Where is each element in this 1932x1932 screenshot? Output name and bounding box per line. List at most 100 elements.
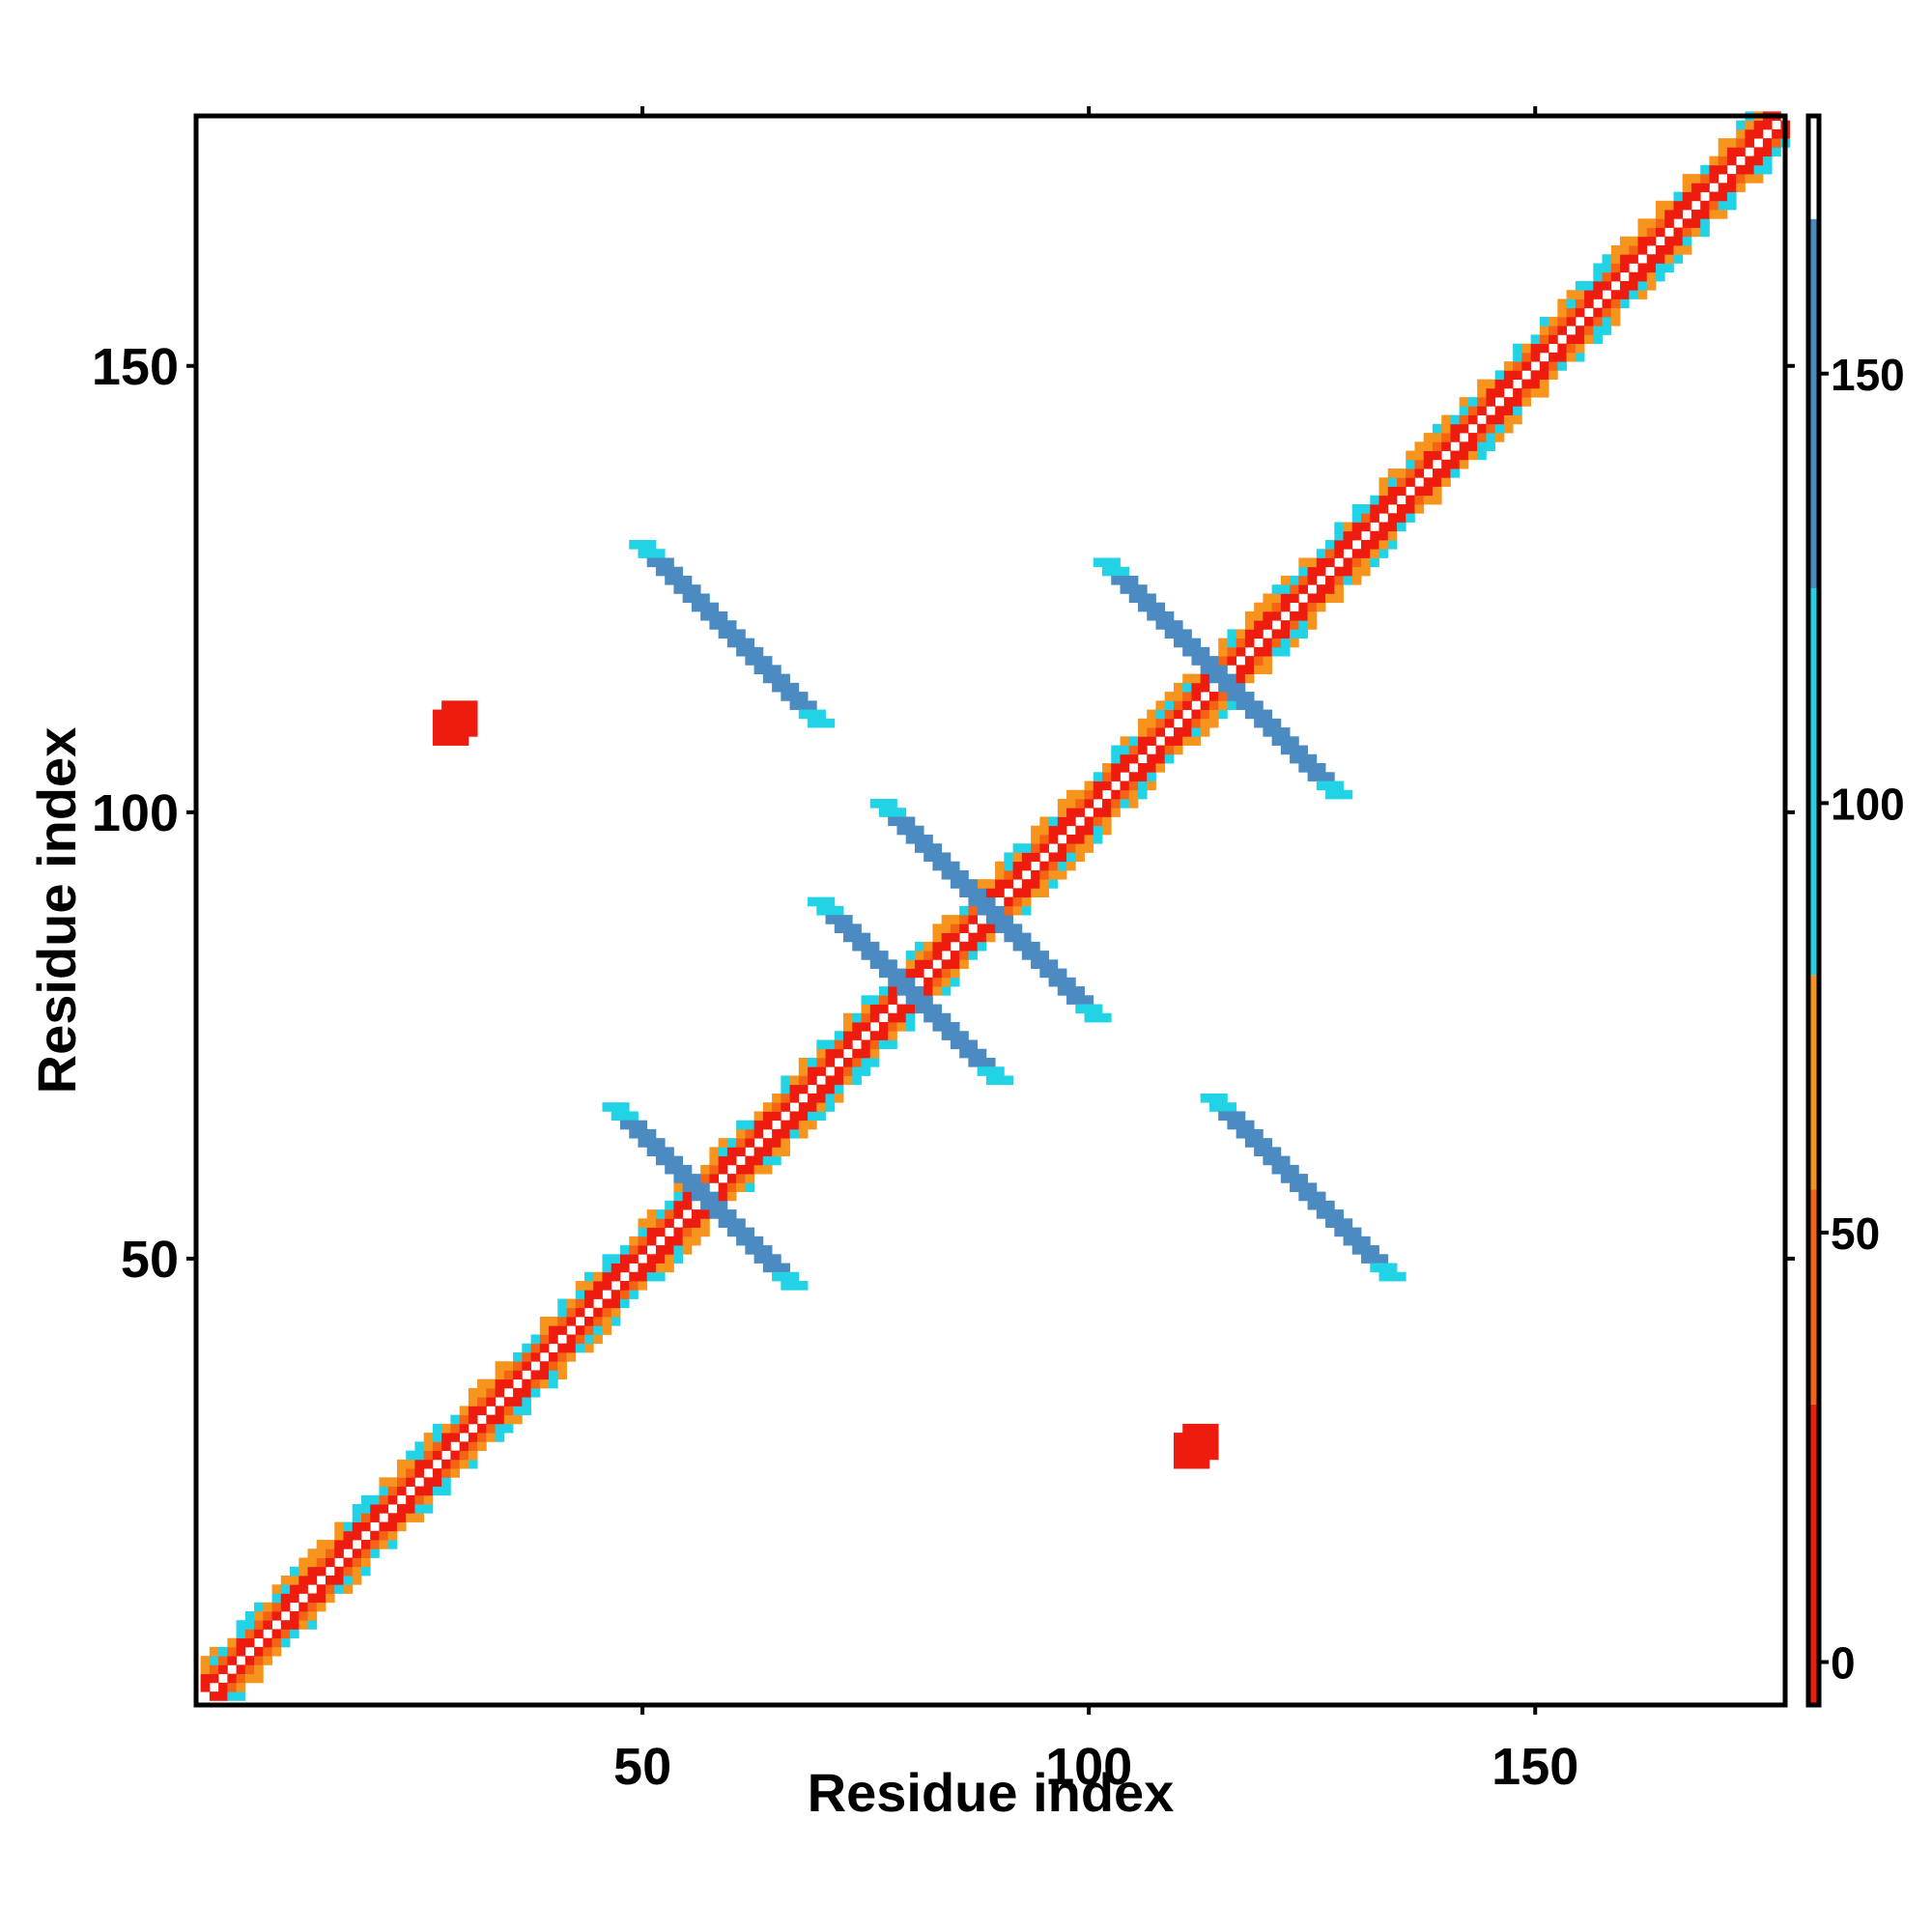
heatmap-cell	[808, 700, 817, 710]
heatmap-cell	[1137, 772, 1148, 781]
heatmap-cell	[1307, 593, 1318, 604]
heatmap-cell	[950, 879, 960, 889]
heatmap-cell	[646, 557, 657, 568]
heatmap-cell	[1298, 1182, 1308, 1193]
heatmap-cell	[387, 1540, 398, 1549]
heatmap-cell	[1494, 387, 1505, 398]
heatmap-cell	[1048, 834, 1059, 844]
heatmap-cell	[1004, 869, 1013, 880]
heatmap-cell	[1307, 1200, 1318, 1210]
heatmap-cell	[852, 941, 862, 952]
heatmap-cell	[781, 1263, 790, 1273]
heatmap-cell	[236, 1691, 246, 1701]
heatmap-cell	[1182, 638, 1192, 648]
heatmap-cell	[1307, 575, 1318, 585]
heatmap-cell	[1128, 753, 1139, 764]
heatmap-cell	[1263, 1138, 1273, 1148]
heatmap-cell	[406, 1468, 415, 1478]
heatmap-cell	[1575, 334, 1585, 345]
heatmap-cell	[423, 1504, 434, 1514]
heatmap-cell	[655, 566, 666, 577]
heatmap-cell	[1227, 1111, 1237, 1122]
heatmap-cell	[1656, 271, 1665, 282]
heatmap-cell	[646, 1218, 657, 1228]
heatmap-cell	[959, 888, 969, 898]
heatmap-cell	[1620, 236, 1630, 246]
heatmap-cell	[869, 995, 880, 1005]
heatmap-cell	[1387, 495, 1398, 505]
heatmap-cell	[781, 1147, 790, 1157]
heatmap-cell	[539, 1378, 550, 1389]
heatmap-cell	[1629, 254, 1638, 264]
heatmap-cell	[1039, 951, 1049, 960]
heatmap-cell	[1128, 736, 1139, 746]
heatmap-cell	[700, 1200, 710, 1210]
heatmap-cells	[200, 111, 1791, 1701]
heatmap-cell	[1682, 236, 1692, 246]
heatmap-cell	[486, 1397, 496, 1406]
heatmap-cell	[655, 1271, 666, 1282]
heatmap-cell	[950, 959, 960, 969]
heatmap-cell	[923, 941, 933, 952]
heatmap-cell	[1004, 852, 1013, 863]
heatmap-cell	[726, 1209, 737, 1219]
heatmap-cell	[326, 1576, 335, 1585]
heatmap-cell	[1726, 174, 1737, 184]
heatmap-cell	[1263, 1147, 1273, 1157]
heatmap-cell	[1200, 718, 1210, 728]
heatmap-cell	[1548, 326, 1558, 335]
heatmap-cell	[298, 1557, 308, 1568]
heatmap-cell	[1396, 522, 1406, 532]
heatmap-cell	[227, 1682, 237, 1692]
heatmap-cell	[753, 656, 764, 666]
heatmap-cell	[343, 1530, 354, 1541]
heatmap-cell	[432, 1477, 442, 1487]
heatmap-cell	[1432, 495, 1442, 505]
heatmap-cell	[522, 1361, 531, 1371]
heatmap-cell	[914, 843, 924, 853]
heatmap-cell	[1182, 727, 1192, 737]
heatmap-cell	[709, 1147, 720, 1157]
heatmap-cell	[1021, 905, 1032, 916]
heatmap-cell	[1637, 236, 1648, 246]
heatmap-cell	[387, 1477, 398, 1487]
heatmap-cell	[673, 1254, 684, 1264]
heatmap-cell	[1441, 469, 1451, 478]
heatmap-cell	[1200, 1459, 1210, 1469]
heatmap-cell	[718, 1191, 728, 1202]
heatmap-cell	[1307, 1191, 1318, 1202]
heatmap-cell	[995, 861, 1005, 871]
heatmap-cell	[905, 986, 916, 996]
heatmap-cell	[1646, 227, 1657, 238]
heatmap-cell	[950, 1039, 960, 1050]
heatmap-cell	[1361, 513, 1371, 523]
heatmap-cell	[280, 1584, 291, 1594]
heatmap-cell	[271, 1584, 282, 1594]
heatmap-cell	[1182, 718, 1192, 728]
heatmap-cell	[1450, 423, 1461, 434]
heatmap-cell	[1432, 477, 1442, 487]
heatmap-cell	[1441, 477, 1451, 487]
heatmap-cell	[718, 611, 728, 621]
heatmap-cell	[1290, 1174, 1299, 1183]
heatmap-cell	[1263, 620, 1273, 630]
heatmap-cell	[307, 1610, 318, 1621]
heatmap-cell	[646, 1209, 657, 1219]
heatmap-cell	[1004, 879, 1013, 889]
heatmap-cell	[762, 1138, 773, 1148]
heatmap-cell	[1486, 379, 1496, 389]
heatmap-cell	[861, 941, 871, 952]
heatmap-cell	[450, 727, 461, 737]
heatmap-cell	[1280, 736, 1291, 746]
heatmap-cell	[290, 1576, 299, 1585]
heatmap-cell	[513, 1414, 523, 1425]
heatmap-cell	[825, 1093, 836, 1103]
heatmap-cell	[1173, 682, 1183, 693]
heatmap-cell	[1039, 879, 1049, 889]
heatmap-cell	[905, 995, 916, 1005]
heatmap-cell	[343, 1557, 354, 1568]
heatmap-cell	[360, 1540, 371, 1549]
heatmap-cell	[263, 1646, 272, 1657]
heatmap-cell	[1646, 218, 1657, 228]
heatmap-cell	[1048, 968, 1059, 979]
